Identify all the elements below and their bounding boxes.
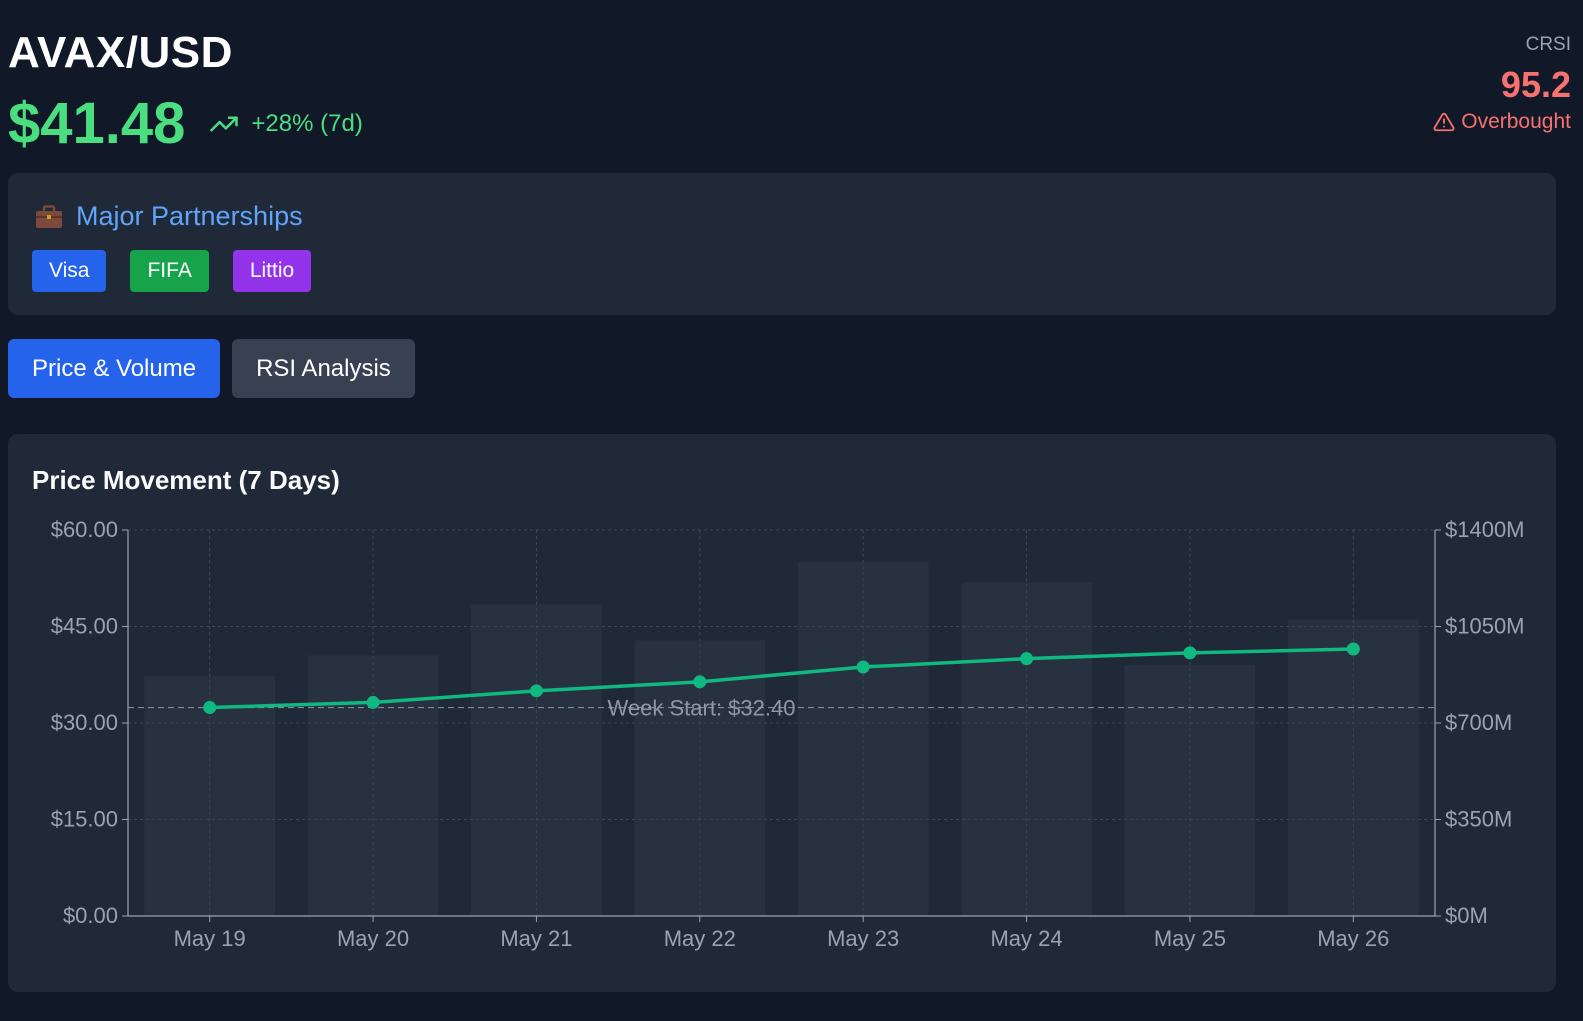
briefcase-icon [34,204,64,229]
price-point [856,660,870,674]
price-point [203,701,217,715]
price-point [529,684,543,698]
partnerships-card: Major Partnerships Visa FIFA Littio [8,173,1556,315]
partnerships-title: Major Partnerships [76,201,303,231]
current-price: $41.48 [8,91,186,156]
x-tick-label: May 23 [827,926,899,951]
price-point [1183,646,1197,660]
tab-price-volume[interactable]: Price & Volume [8,339,221,398]
x-tick-label: May 26 [1317,926,1389,951]
y-tick-label-right: $1050M [1445,614,1525,639]
crsi-panel: CRSI 95.2 Overbought [1433,34,1571,134]
partner-tag-fifa: FIFA [130,250,209,292]
y-tick-label-left: $0.00 [63,903,118,928]
y-tick-label-left: $60.00 [51,517,118,542]
x-tick-label: May 20 [337,926,409,951]
x-tick-label: May 22 [664,926,736,951]
week-start-label: Week Start: $32.40 [608,696,796,721]
pair-title: AVAX/USD [8,28,233,77]
alert-triangle-icon [1433,111,1455,133]
crsi-status-label: Overbought [1461,110,1571,133]
volume-bar [1287,619,1419,916]
crsi-value: 95.2 [1500,64,1571,105]
volume-bar [471,604,602,916]
volume-bar [144,676,276,916]
y-tick-label-left: $45.00 [51,614,118,639]
price-point [366,695,380,709]
tab-rsi-analysis[interactable]: RSI Analysis [232,339,415,398]
x-tick-label: May 21 [500,926,572,951]
y-tick-label-right: $700M [1445,710,1512,735]
x-tick-label: May 24 [990,926,1062,951]
y-tick-label-right: $350M [1445,807,1512,832]
volume-bar [797,561,929,916]
volume-bar [1124,665,1256,916]
chart-tabs: Price & Volume RSI Analysis [8,339,415,398]
header: AVAX/USD $41.48 +28% (7d) CRSI 95.2 Over… [8,22,1571,156]
price-volume-chart: $0.00 $15.00 $30.00 $45.00 $60.00 $0M $350M $70… [51,517,1525,951]
partner-tag-visa: Visa [32,250,107,292]
price-chart-card: Price Movement (7 Days) $0.00 $15.00 $30.0… [8,434,1556,992]
price-point [1346,642,1360,656]
volume-bar [307,655,439,916]
price-change: +28% (7d) [251,109,363,137]
y-tick-label-left: $30.00 [51,710,118,735]
y-tick-label-right: $0M [1445,903,1488,928]
crsi-label: CRSI [1525,34,1571,55]
price-line [209,647,1354,710]
price-point [693,675,707,689]
trending-up-icon [209,109,239,139]
y-tick-label-right: $1400M [1445,517,1525,542]
y-tick-label-left: $15.00 [51,807,118,832]
x-tick-label: May 19 [174,926,246,951]
crsi-status: Overbought [1433,110,1571,134]
partner-tag-littio: Littio [232,250,312,292]
x-tick-label: May 25 [1154,926,1226,951]
price-row: $41.48 +28% (7d) [8,90,363,157]
volume-bar [961,582,1092,916]
price-point [1020,652,1034,666]
partnerships-heading: Major Partnerships [34,201,303,232]
partner-tags: Visa FIFA Littio [32,250,312,292]
chart-title: Price Movement (7 Days) [32,465,340,495]
